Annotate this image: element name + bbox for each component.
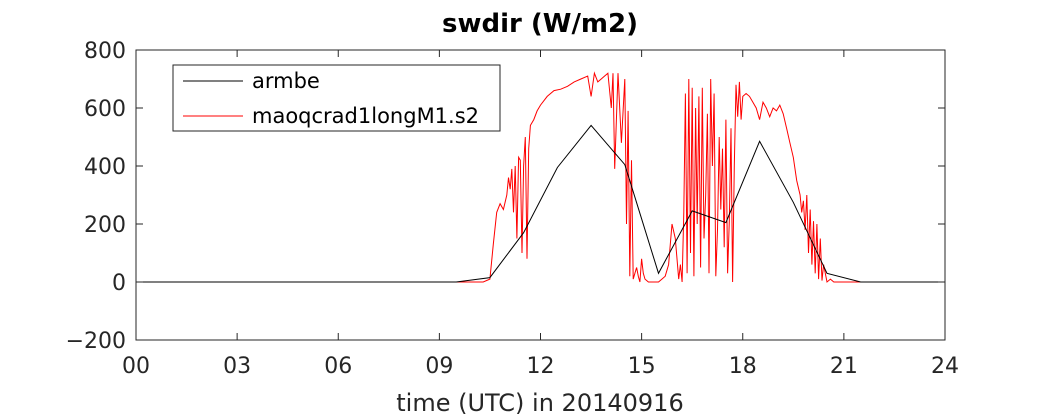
x-axis-label: time (UTC) in 20140916 (396, 389, 683, 417)
x-tick-label: 12 (527, 354, 555, 379)
series-line-1 (136, 71, 945, 283)
chart-title: swdir (W/m2) (442, 9, 638, 39)
y-axis: −200 0 200 400 600 800 (66, 39, 945, 354)
x-tick-label: 00 (122, 354, 150, 379)
y-tick-label: 0 (112, 271, 126, 296)
x-tick-label: 15 (628, 354, 656, 379)
x-tick-label: 24 (931, 354, 959, 379)
series-line-0 (136, 124, 945, 283)
x-tick-label: 09 (425, 354, 453, 379)
series-layer (136, 71, 945, 283)
x-tick-label: 18 (729, 354, 757, 379)
y-tick-label: 200 (84, 213, 126, 238)
legend-box (172, 64, 501, 132)
x-tick-label: 03 (223, 354, 251, 379)
legend-label-armbe: armbe (252, 69, 320, 93)
x-tick-label: 21 (830, 354, 858, 379)
y-tick-label: −200 (66, 329, 126, 354)
y-tick-label: 800 (84, 39, 126, 64)
y-tick-label: 600 (84, 97, 126, 122)
x-axis: 00 03 06 09 12 15 18 21 24 (122, 50, 959, 379)
x-tick-label: 06 (324, 354, 352, 379)
legend-label-maoqcrad: maoqcrad1longM1.s2 (252, 104, 479, 128)
legend: armbe maoqcrad1longM1.s2 (172, 64, 501, 132)
y-tick-label: 400 (84, 155, 126, 180)
